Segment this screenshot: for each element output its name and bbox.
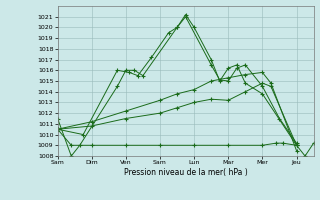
X-axis label: Pression niveau de la mer( hPa ): Pression niveau de la mer( hPa )	[124, 168, 247, 177]
